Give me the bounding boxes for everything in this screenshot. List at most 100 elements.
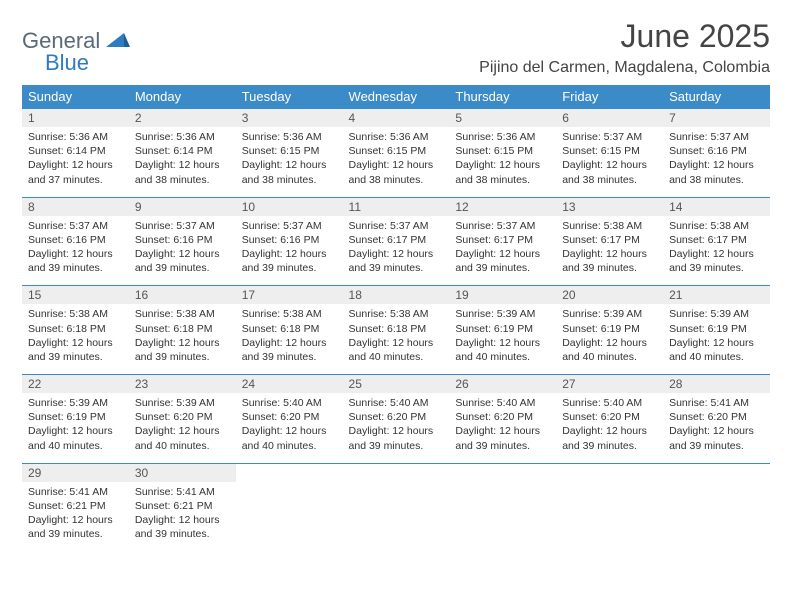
- day-detail-cell: Sunrise: 5:41 AMSunset: 6:20 PMDaylight:…: [663, 393, 770, 463]
- day-header-row: Sunday Monday Tuesday Wednesday Thursday…: [22, 85, 770, 109]
- daylight-text: Daylight: 12 hours and 38 minutes.: [455, 158, 550, 186]
- daylight-text: Daylight: 12 hours and 39 minutes.: [669, 424, 764, 452]
- sunrise-text: Sunrise: 5:37 AM: [455, 219, 550, 233]
- day-detail-cell: Sunrise: 5:37 AMSunset: 6:17 PMDaylight:…: [449, 216, 556, 286]
- day-header: Thursday: [449, 85, 556, 109]
- day-detail-cell: Sunrise: 5:37 AMSunset: 6:16 PMDaylight:…: [236, 216, 343, 286]
- sunrise-text: Sunrise: 5:39 AM: [455, 307, 550, 321]
- sunrise-text: Sunrise: 5:36 AM: [135, 130, 230, 144]
- day-detail-cell: Sunrise: 5:38 AMSunset: 6:18 PMDaylight:…: [343, 304, 450, 374]
- day-number-cell: 25: [343, 375, 450, 394]
- logo-triangle-icon: [106, 31, 130, 52]
- sunset-text: Sunset: 6:17 PM: [562, 233, 657, 247]
- day-detail-cell: Sunrise: 5:37 AMSunset: 6:16 PMDaylight:…: [663, 127, 770, 197]
- day-number-cell: 10: [236, 197, 343, 216]
- sunrise-text: Sunrise: 5:39 AM: [28, 396, 123, 410]
- daylight-text: Daylight: 12 hours and 40 minutes.: [562, 336, 657, 364]
- sunset-text: Sunset: 6:20 PM: [242, 410, 337, 424]
- day-number-cell: 23: [129, 375, 236, 394]
- sunset-text: Sunset: 6:19 PM: [28, 410, 123, 424]
- day-number-cell: 18: [343, 286, 450, 305]
- daylight-text: Daylight: 12 hours and 39 minutes.: [28, 336, 123, 364]
- day-number-cell: 8: [22, 197, 129, 216]
- day-detail-cell: Sunrise: 5:37 AMSunset: 6:16 PMDaylight:…: [129, 216, 236, 286]
- sunset-text: Sunset: 6:20 PM: [669, 410, 764, 424]
- day-number-cell: 14: [663, 197, 770, 216]
- day-header: Saturday: [663, 85, 770, 109]
- sunrise-text: Sunrise: 5:38 AM: [135, 307, 230, 321]
- day-detail-cell: Sunrise: 5:41 AMSunset: 6:21 PMDaylight:…: [129, 482, 236, 552]
- day-number-cell: [449, 463, 556, 482]
- daylight-text: Daylight: 12 hours and 40 minutes.: [349, 336, 444, 364]
- daylight-text: Daylight: 12 hours and 40 minutes.: [455, 336, 550, 364]
- sunrise-text: Sunrise: 5:38 AM: [349, 307, 444, 321]
- sunrise-text: Sunrise: 5:37 AM: [242, 219, 337, 233]
- sunrise-text: Sunrise: 5:37 AM: [135, 219, 230, 233]
- day-header: Monday: [129, 85, 236, 109]
- day-detail-cell: Sunrise: 5:41 AMSunset: 6:21 PMDaylight:…: [22, 482, 129, 552]
- day-number-cell: 13: [556, 197, 663, 216]
- daylight-text: Daylight: 12 hours and 39 minutes.: [349, 424, 444, 452]
- daylight-text: Daylight: 12 hours and 39 minutes.: [28, 247, 123, 275]
- day-detail-cell: Sunrise: 5:36 AMSunset: 6:14 PMDaylight:…: [129, 127, 236, 197]
- day-detail-cell: Sunrise: 5:36 AMSunset: 6:14 PMDaylight:…: [22, 127, 129, 197]
- sunset-text: Sunset: 6:20 PM: [349, 410, 444, 424]
- day-number-cell: 12: [449, 197, 556, 216]
- sunrise-text: Sunrise: 5:38 AM: [562, 219, 657, 233]
- sunrise-text: Sunrise: 5:37 AM: [669, 130, 764, 144]
- sunset-text: Sunset: 6:15 PM: [455, 144, 550, 158]
- sunset-text: Sunset: 6:16 PM: [669, 144, 764, 158]
- day-detail-cell: Sunrise: 5:38 AMSunset: 6:18 PMDaylight:…: [129, 304, 236, 374]
- daylight-text: Daylight: 12 hours and 39 minutes.: [669, 247, 764, 275]
- day-detail-cell: Sunrise: 5:40 AMSunset: 6:20 PMDaylight:…: [343, 393, 450, 463]
- sunrise-text: Sunrise: 5:36 AM: [242, 130, 337, 144]
- sunset-text: Sunset: 6:15 PM: [562, 144, 657, 158]
- day-detail-cell: [343, 482, 450, 552]
- sunrise-text: Sunrise: 5:38 AM: [242, 307, 337, 321]
- daylight-text: Daylight: 12 hours and 39 minutes.: [135, 247, 230, 275]
- sunset-text: Sunset: 6:19 PM: [669, 322, 764, 336]
- sunset-text: Sunset: 6:18 PM: [135, 322, 230, 336]
- sunset-text: Sunset: 6:16 PM: [135, 233, 230, 247]
- day-header: Tuesday: [236, 85, 343, 109]
- daylight-text: Daylight: 12 hours and 38 minutes.: [135, 158, 230, 186]
- sunset-text: Sunset: 6:19 PM: [455, 322, 550, 336]
- sunset-text: Sunset: 6:20 PM: [562, 410, 657, 424]
- sunrise-text: Sunrise: 5:39 AM: [135, 396, 230, 410]
- day-detail-row: Sunrise: 5:41 AMSunset: 6:21 PMDaylight:…: [22, 482, 770, 552]
- day-detail-row: Sunrise: 5:38 AMSunset: 6:18 PMDaylight:…: [22, 304, 770, 374]
- header: General Blue June 2025 Pijino del Carmen…: [22, 18, 770, 77]
- day-detail-cell: Sunrise: 5:36 AMSunset: 6:15 PMDaylight:…: [343, 127, 450, 197]
- day-header: Wednesday: [343, 85, 450, 109]
- daylight-text: Daylight: 12 hours and 40 minutes.: [28, 424, 123, 452]
- day-detail-row: Sunrise: 5:36 AMSunset: 6:14 PMDaylight:…: [22, 127, 770, 197]
- day-number-cell: 6: [556, 109, 663, 128]
- sunset-text: Sunset: 6:15 PM: [242, 144, 337, 158]
- sunrise-text: Sunrise: 5:41 AM: [135, 485, 230, 499]
- day-header: Sunday: [22, 85, 129, 109]
- day-number-cell: 28: [663, 375, 770, 394]
- day-detail-cell: Sunrise: 5:39 AMSunset: 6:19 PMDaylight:…: [22, 393, 129, 463]
- sunrise-text: Sunrise: 5:38 AM: [669, 219, 764, 233]
- day-number-cell: [343, 463, 450, 482]
- daylight-text: Daylight: 12 hours and 39 minutes.: [242, 336, 337, 364]
- day-detail-cell: Sunrise: 5:39 AMSunset: 6:19 PMDaylight:…: [449, 304, 556, 374]
- day-detail-cell: Sunrise: 5:40 AMSunset: 6:20 PMDaylight:…: [236, 393, 343, 463]
- day-number-cell: [236, 463, 343, 482]
- sunset-text: Sunset: 6:20 PM: [455, 410, 550, 424]
- day-number-cell: 27: [556, 375, 663, 394]
- day-number-cell: 26: [449, 375, 556, 394]
- day-detail-cell: [236, 482, 343, 552]
- day-number-row: 1234567: [22, 109, 770, 128]
- day-number-cell: 7: [663, 109, 770, 128]
- day-number-row: 22232425262728: [22, 375, 770, 394]
- day-number-cell: 22: [22, 375, 129, 394]
- sunset-text: Sunset: 6:20 PM: [135, 410, 230, 424]
- day-detail-cell: Sunrise: 5:37 AMSunset: 6:16 PMDaylight:…: [22, 216, 129, 286]
- day-number-cell: 5: [449, 109, 556, 128]
- sunrise-text: Sunrise: 5:40 AM: [562, 396, 657, 410]
- sunset-text: Sunset: 6:19 PM: [562, 322, 657, 336]
- day-detail-cell: Sunrise: 5:36 AMSunset: 6:15 PMDaylight:…: [449, 127, 556, 197]
- day-number-cell: 29: [22, 463, 129, 482]
- day-number-cell: [556, 463, 663, 482]
